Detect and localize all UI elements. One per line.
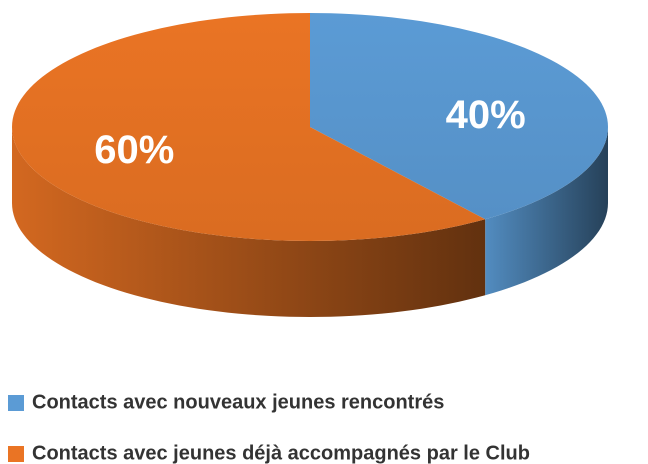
pie-side [12,127,486,317]
value-label: 60% [94,128,174,172]
value-label: 40% [446,93,526,137]
legend-label: Contacts avec nouveaux jeunes rencontrés [32,391,444,413]
legend-label: Contacts avec jeunes déjà accompagnés pa… [32,442,530,464]
pie-slice [12,13,486,241]
pie-slice [310,13,608,220]
legend-swatch [8,446,24,462]
legend-swatch [8,395,24,411]
pie-side [485,127,608,296]
